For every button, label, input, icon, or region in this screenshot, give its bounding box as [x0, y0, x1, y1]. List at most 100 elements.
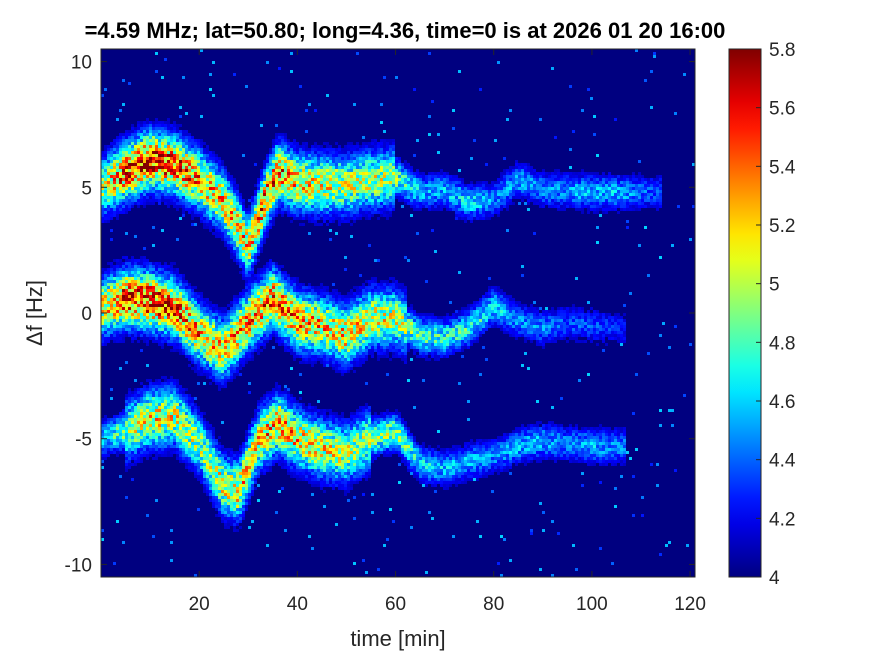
heatmap-cell	[266, 193, 269, 196]
heatmap-cell	[164, 442, 167, 445]
heatmap-cell	[158, 325, 161, 328]
heatmap-cell	[107, 148, 110, 151]
heatmap-cell	[233, 73, 236, 76]
heatmap-cell	[272, 451, 275, 454]
heatmap-cell	[200, 373, 203, 376]
heatmap-cell	[140, 409, 143, 412]
heatmap-cell	[152, 292, 155, 295]
heatmap-cell	[218, 313, 221, 316]
heatmap-cell	[227, 376, 230, 379]
heatmap-cell	[152, 172, 155, 175]
heatmap-cell	[140, 148, 143, 151]
heatmap-cell	[158, 202, 161, 205]
heatmap-cell	[251, 475, 254, 478]
heatmap-cell	[287, 139, 290, 142]
heatmap-cell	[167, 127, 170, 130]
heatmap-cell	[143, 256, 146, 259]
heatmap-cell	[164, 289, 167, 292]
heatmap-cell	[188, 442, 191, 445]
heatmap-cell	[200, 190, 203, 193]
heatmap-cell	[134, 289, 137, 292]
heatmap-cell	[149, 127, 152, 130]
heatmap-cell	[260, 415, 263, 418]
heatmap-cell	[266, 460, 269, 463]
heatmap-cell	[116, 328, 119, 331]
heatmap-cell	[251, 430, 254, 433]
heatmap-cell	[155, 151, 158, 154]
heatmap-cell	[128, 130, 131, 133]
heatmap-cell	[275, 382, 278, 385]
heatmap-cell	[173, 346, 176, 349]
heatmap-cell	[101, 205, 104, 208]
heatmap-cell	[152, 313, 155, 316]
heatmap-cell	[212, 373, 215, 376]
heatmap-cell	[188, 328, 191, 331]
heatmap-cell	[104, 415, 107, 418]
heatmap-cell	[281, 403, 284, 406]
heatmap-cell	[194, 430, 197, 433]
heatmap-cell	[119, 157, 122, 160]
heatmap-cell	[182, 139, 185, 142]
heatmap-cell	[200, 415, 203, 418]
heatmap-cell	[263, 226, 266, 229]
heatmap-cell	[239, 223, 242, 226]
heatmap-cell	[134, 268, 137, 271]
heatmap-cell	[182, 388, 185, 391]
heatmap-cell	[260, 244, 263, 247]
heatmap-cell	[284, 163, 287, 166]
heatmap-cell	[140, 316, 143, 319]
heatmap-cell	[167, 451, 170, 454]
heatmap-cell	[110, 313, 113, 316]
heatmap-cell	[149, 328, 152, 331]
heatmap-cell	[152, 199, 155, 202]
heatmap-cell	[161, 193, 164, 196]
heatmap-cell	[233, 199, 236, 202]
heatmap-cell	[119, 328, 122, 331]
heatmap-cell	[164, 148, 167, 151]
heatmap-cell	[206, 163, 209, 166]
heatmap-cell	[269, 454, 272, 457]
heatmap-cell	[227, 466, 230, 469]
heatmap-cell	[173, 337, 176, 340]
heatmap-cell	[251, 298, 254, 301]
heatmap-cell	[191, 298, 194, 301]
heatmap-cell	[206, 166, 209, 169]
heatmap-cell	[170, 274, 173, 277]
heatmap-cell	[116, 334, 119, 337]
heatmap-cell	[233, 331, 236, 334]
heatmap-cell	[257, 229, 260, 232]
heatmap-cell	[260, 217, 263, 220]
heatmap-cell	[128, 415, 131, 418]
heatmap-cell	[116, 262, 119, 265]
heatmap-cell	[164, 313, 167, 316]
heatmap-cell	[242, 247, 245, 250]
heatmap-cell	[182, 211, 185, 214]
heatmap-cell	[131, 298, 134, 301]
heatmap-cell	[230, 244, 233, 247]
heatmap-cell	[278, 331, 281, 334]
heatmap-cell	[284, 310, 287, 313]
heatmap-cell	[284, 193, 287, 196]
heatmap-cell	[146, 445, 149, 448]
heatmap-cell	[248, 424, 251, 427]
heatmap-cell	[110, 388, 113, 391]
heatmap-cell	[188, 139, 191, 142]
heatmap-cell	[152, 304, 155, 307]
heatmap-cell	[188, 433, 191, 436]
heatmap-cell	[164, 436, 167, 439]
heatmap-cell	[143, 289, 146, 292]
heatmap-cell	[149, 172, 152, 175]
heatmap-cell	[272, 211, 275, 214]
heatmap-cell	[116, 451, 119, 454]
heatmap-cell	[152, 415, 155, 418]
heatmap-cell	[101, 331, 104, 334]
heatmap-cell	[140, 436, 143, 439]
heatmap-cell	[263, 187, 266, 190]
heatmap-cell	[209, 457, 212, 460]
heatmap-cell	[125, 289, 128, 292]
heatmap-cell	[203, 466, 206, 469]
heatmap-cell	[206, 298, 209, 301]
heatmap-cell	[122, 328, 125, 331]
heatmap-cell	[245, 328, 248, 331]
heatmap-cell	[140, 175, 143, 178]
